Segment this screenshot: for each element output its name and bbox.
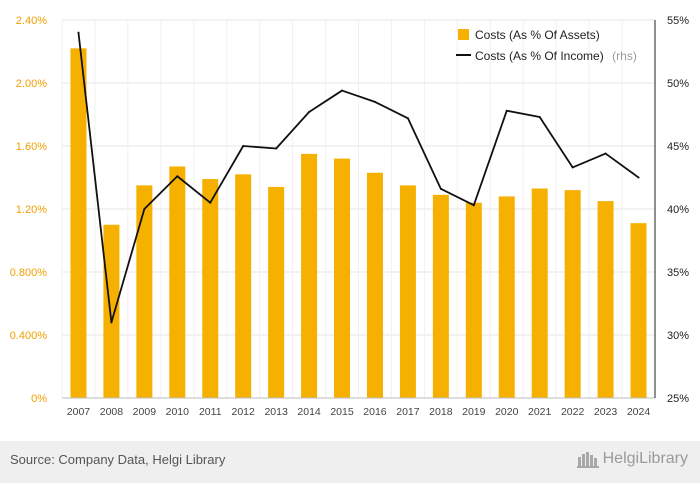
source-note: Source: Company Data, Helgi Library <box>10 452 226 467</box>
line-point <box>538 116 541 119</box>
line-point <box>637 176 640 179</box>
y-tick-label-left: 2.00% <box>16 78 47 90</box>
y-tick-label-right: 25% <box>667 393 689 405</box>
x-tick-label: 2008 <box>100 406 124 418</box>
line-point <box>242 145 245 147</box>
x-tick-label: 2013 <box>264 406 288 418</box>
bar <box>70 48 87 398</box>
x-tick-label: 2010 <box>166 406 190 418</box>
bar-series <box>70 48 647 398</box>
line-point <box>143 208 146 210</box>
y-tick-label-right: 50% <box>667 78 689 90</box>
bar <box>136 185 153 398</box>
y-tick-label-right: 55% <box>667 15 689 27</box>
bar <box>630 223 647 398</box>
legend: Costs (As % Of Assets) Costs (As % Of In… <box>456 28 637 64</box>
y-tick-label-right: 40% <box>667 204 689 216</box>
line-point <box>439 187 442 190</box>
line-point <box>308 110 311 113</box>
x-tick-label: 2016 <box>363 406 387 418</box>
line-point <box>341 89 344 92</box>
line-point <box>505 109 508 112</box>
y-tick-label-right: 45% <box>667 141 689 153</box>
y-tick-label-right: 35% <box>667 267 689 279</box>
line-series <box>77 31 640 324</box>
x-tick-label: 2018 <box>429 406 453 418</box>
x-tick-label: 2012 <box>232 406 256 418</box>
bar <box>301 153 318 398</box>
x-tick-label: 2015 <box>330 406 354 418</box>
bar <box>465 202 482 398</box>
line-point <box>373 100 376 103</box>
brand-logo: HelgiLibrary <box>576 450 688 468</box>
x-tick-label: 2007 <box>67 406 91 418</box>
brand-name: HelgiLibrary <box>602 450 688 467</box>
library-icon <box>576 452 599 468</box>
y-tick-label-left: 0.400% <box>10 330 48 342</box>
x-tick-label: 2021 <box>528 406 552 418</box>
y-tick-label-left: 1.60% <box>16 141 47 153</box>
line-point <box>604 152 607 155</box>
bar <box>334 158 351 398</box>
bar <box>498 196 515 398</box>
legend-line-label: Costs (As % Of Income) <box>475 49 604 63</box>
bar <box>103 224 120 398</box>
x-tick-label: 2017 <box>396 406 420 418</box>
line-point <box>176 175 179 178</box>
bar <box>432 194 449 398</box>
x-tick-label: 2023 <box>594 406 618 418</box>
legend-line-note: (rhs) <box>612 49 637 63</box>
y-tick-label-left: 0% <box>31 393 47 405</box>
line-point <box>571 166 574 169</box>
x-tick-label: 2020 <box>495 406 519 418</box>
bar <box>202 179 219 398</box>
line-point <box>472 204 475 207</box>
x-tick-label: 2024 <box>627 406 651 418</box>
y-tick-label-left: 1.20% <box>16 204 47 216</box>
x-tick-label: 2011 <box>199 406 222 418</box>
y-tick-label-right: 30% <box>667 330 689 342</box>
combo-chart: 0% 0.400% 0.800% 1.20% 1.60% 2.00% 2.40% 25% 30%… <box>10 15 690 418</box>
bar <box>268 186 285 398</box>
bar <box>366 172 383 398</box>
legend-bar-swatch <box>458 29 469 40</box>
bar <box>531 188 548 398</box>
x-tick-label: 2022 <box>561 406 585 418</box>
y-tick-label-left: 2.40% <box>16 15 47 27</box>
line-point <box>209 201 212 204</box>
line-point <box>110 321 113 324</box>
bar <box>235 174 252 398</box>
line-point <box>77 31 80 34</box>
legend-bar-label: Costs (As % Of Assets) <box>475 28 600 42</box>
legend-line-entry: Costs (As % Of Income) (rhs) <box>475 47 637 64</box>
income-ratio-line <box>77 32 640 324</box>
bar <box>399 185 416 398</box>
footer: Source: Company Data, Helgi Library Helg… <box>0 441 700 483</box>
axes: 0% 0.400% 0.800% 1.20% 1.60% 2.00% 2.40% 25% 30%… <box>10 15 690 418</box>
bar <box>169 166 186 398</box>
bar <box>564 190 581 398</box>
x-tick-label: 2014 <box>297 406 321 418</box>
y-tick-label-left: 0.800% <box>10 267 48 279</box>
x-tick-label: 2009 <box>133 406 157 418</box>
bar <box>597 201 614 398</box>
line-point <box>275 147 278 150</box>
line-point <box>406 117 409 120</box>
x-tick-label: 2019 <box>462 406 486 418</box>
